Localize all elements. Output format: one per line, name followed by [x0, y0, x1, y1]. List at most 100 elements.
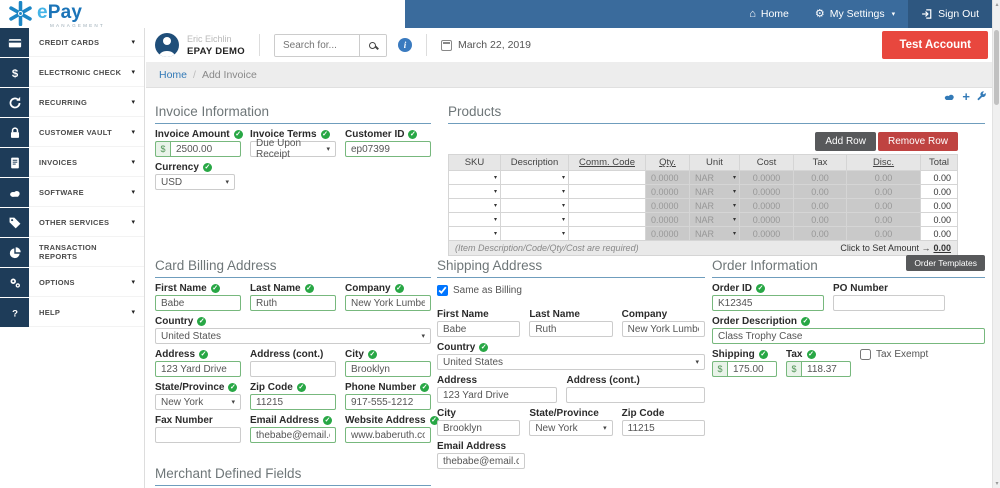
- description-select[interactable]: ▾: [501, 227, 569, 241]
- cost-cell: 0.0000: [740, 227, 794, 241]
- order-shipping-input[interactable]: [727, 361, 777, 377]
- comm-code-input[interactable]: [569, 227, 645, 240]
- sidebar-item-credit-cards[interactable]: CREDIT CARDS ▾: [0, 28, 144, 57]
- nav-sign-out[interactable]: Sign Out: [908, 0, 992, 28]
- billing-country-select[interactable]: United States ▾: [155, 328, 431, 344]
- billing-website-input[interactable]: [345, 427, 431, 443]
- cloud-export-icon[interactable]: [943, 91, 956, 102]
- sidebar-item-help[interactable]: ? HELP ▾: [0, 298, 144, 327]
- products-table: SKU Description Comm. Code Qty. Unit Cos…: [448, 154, 958, 241]
- products-table-footer: (Item Description/Code/Qty/Cost are requ…: [448, 241, 958, 256]
- plus-icon[interactable]: +: [962, 89, 970, 104]
- description-select[interactable]: ▾: [501, 213, 569, 227]
- info-icon[interactable]: i: [397, 38, 412, 52]
- sku-select[interactable]: ▾: [449, 213, 501, 227]
- add-row-button[interactable]: Add Row: [815, 132, 876, 151]
- scroll-down-arrow[interactable]: ▾: [995, 481, 999, 487]
- sku-select[interactable]: ▾: [449, 171, 501, 185]
- billing-fax-label: Fax Number: [155, 414, 213, 426]
- shipping-country-select[interactable]: United States ▾: [437, 354, 705, 370]
- shipping-state-select[interactable]: New York ▾: [529, 420, 613, 436]
- billing-email-input[interactable]: [250, 427, 336, 443]
- same-as-billing-checkbox[interactable]: [437, 285, 448, 296]
- billing-address-input[interactable]: [155, 361, 241, 377]
- header-disc[interactable]: Disc.: [847, 155, 921, 171]
- shipping-address2-input[interactable]: [566, 387, 705, 403]
- invoice-amount-input[interactable]: [170, 141, 241, 157]
- sidebar-item-other-services[interactable]: OTHER SERVICES ▾: [0, 208, 144, 237]
- billing-zip-input[interactable]: [250, 394, 336, 410]
- unit-select: NAR ▾: [690, 171, 740, 185]
- chevron-down-icon: ▾: [732, 231, 736, 237]
- search-button[interactable]: [358, 34, 386, 56]
- order-templates-button[interactable]: Order Templates: [906, 255, 985, 271]
- billing-address2-input[interactable]: [250, 361, 336, 377]
- shipping-city-input[interactable]: [437, 420, 521, 436]
- sign-out-icon: [922, 9, 932, 19]
- search-input[interactable]: [274, 34, 359, 56]
- avatar[interactable]: [155, 33, 179, 57]
- sidebar-item-customer-vault[interactable]: CUSTOMER VAULT ▾: [0, 118, 144, 147]
- billing-phone-input[interactable]: [345, 394, 431, 410]
- billing-company-input[interactable]: [345, 295, 431, 311]
- remove-row-button[interactable]: Remove Row: [877, 132, 958, 151]
- cost-cell: 0.0000: [740, 185, 794, 199]
- comm-code-input[interactable]: [569, 171, 645, 184]
- breadcrumb-home-link[interactable]: Home: [159, 68, 188, 81]
- description-select[interactable]: ▾: [501, 171, 569, 185]
- sku-select[interactable]: ▾: [449, 185, 501, 199]
- sidebar-item-options[interactable]: OPTIONS ▾: [0, 268, 144, 297]
- order-description-input[interactable]: [712, 328, 985, 344]
- description-select[interactable]: ▾: [501, 185, 569, 199]
- qty-cell: 0.0000: [646, 185, 690, 199]
- comm-code-input[interactable]: [569, 199, 645, 212]
- billing-last-name-input[interactable]: [250, 295, 336, 311]
- description-select[interactable]: ▾: [501, 199, 569, 213]
- sidebar-item-electronic-check[interactable]: $ ELECTRONIC CHECK ▾: [0, 58, 144, 87]
- nav-my-settings[interactable]: ⚙ My Settings ▾: [814, 7, 896, 20]
- po-number-input[interactable]: [833, 295, 945, 311]
- valid-check-icon: ✓: [756, 283, 766, 293]
- shipping-last-name-input[interactable]: [529, 321, 613, 337]
- sidebar-item-transaction-reports[interactable]: TRANSACTION REPORTS: [0, 238, 144, 267]
- set-amount-link[interactable]: Click to Set Amount → 0.00: [840, 243, 951, 253]
- valid-check-icon: ✓: [320, 129, 330, 139]
- sidebar-item-recurring[interactable]: RECURRING ▾: [0, 88, 144, 117]
- disc-cell: 0.00: [847, 199, 921, 213]
- wrench-icon[interactable]: [976, 91, 987, 102]
- brand-logo[interactable]: ePay MANAGEMENT: [8, 1, 105, 29]
- shipping-zip-input[interactable]: [621, 420, 705, 436]
- sku-select[interactable]: ▾: [449, 199, 501, 213]
- tax-exempt-checkbox[interactable]: [860, 349, 871, 360]
- billing-first-name-input[interactable]: [155, 295, 241, 311]
- invoice-terms-select[interactable]: Due Upon Receipt ▾: [250, 138, 336, 160]
- scrollbar-thumb[interactable]: [994, 30, 999, 105]
- customer-id-input[interactable]: [345, 141, 431, 157]
- comm-code-input[interactable]: [569, 185, 645, 198]
- billing-state-select[interactable]: New York ▾: [155, 394, 241, 410]
- shipping-first-name-input[interactable]: [437, 321, 521, 337]
- products-table-header: SKU Description Comm. Code Qty. Unit Cos…: [449, 155, 958, 171]
- header-unit[interactable]: Unit: [690, 155, 740, 171]
- sku-select[interactable]: ▾: [449, 227, 501, 241]
- order-id-input[interactable]: [712, 295, 824, 311]
- header-qty[interactable]: Qty.: [646, 155, 690, 171]
- unit-select: NAR ▾: [690, 199, 740, 213]
- scroll-up-arrow[interactable]: ▴: [995, 2, 999, 8]
- header-comm-code[interactable]: Comm. Code: [569, 155, 646, 171]
- shipping-first-name-label: First Name: [437, 308, 489, 320]
- currency-select[interactable]: USD ▾: [155, 174, 235, 190]
- nav-home[interactable]: ⌂ Home: [749, 7, 789, 20]
- comm-code-input[interactable]: [569, 213, 645, 226]
- test-account-button[interactable]: Test Account: [882, 31, 988, 59]
- sidebar-item-software[interactable]: SOFTWARE ▾: [0, 178, 144, 207]
- shipping-email-input[interactable]: [437, 453, 525, 469]
- sidebar-item-invoices[interactable]: INVOICES ▾: [0, 148, 144, 177]
- shipping-email-label: Email Address: [437, 440, 507, 452]
- billing-fax-input[interactable]: [155, 427, 241, 443]
- order-tax-input[interactable]: [801, 361, 851, 377]
- billing-city-input[interactable]: [345, 361, 431, 377]
- header-sku: SKU: [449, 155, 501, 171]
- shipping-company-input[interactable]: [621, 321, 705, 337]
- shipping-address-input[interactable]: [437, 387, 558, 403]
